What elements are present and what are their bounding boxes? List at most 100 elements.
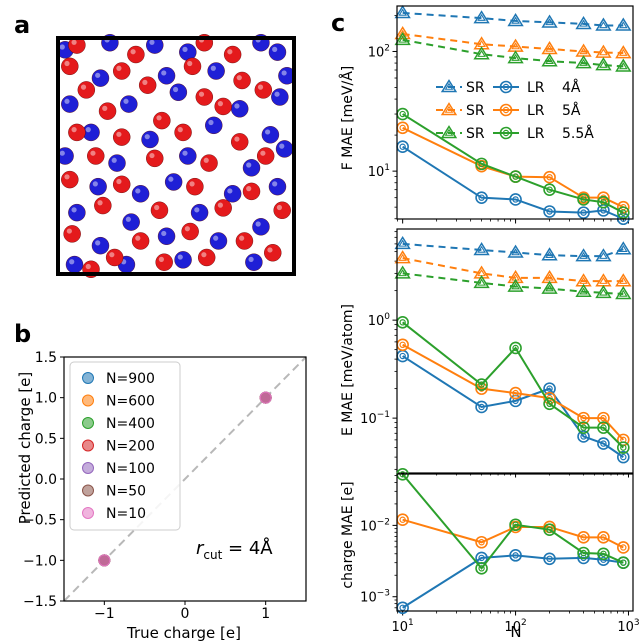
- red-atom: [273, 201, 291, 219]
- lr-marker: [617, 450, 630, 464]
- red-atom: [264, 244, 282, 262]
- sr-marker: [595, 248, 612, 262]
- y-tick-label: 0.0: [35, 472, 57, 488]
- c-xlabel: N: [510, 623, 521, 641]
- lr-marker-inner: [478, 194, 485, 201]
- blue-atom: [65, 255, 84, 274]
- legend-cutoff-label: 4Å: [562, 79, 581, 96]
- red-atom-highlight: [198, 91, 205, 97]
- panel-label-a: a: [14, 11, 30, 39]
- lr-marker-inner: [478, 381, 485, 388]
- sr-marker: [473, 265, 490, 279]
- c-mid-ylabel: E MAE [meV/atom]: [340, 304, 356, 436]
- sr-marker: [394, 235, 411, 250]
- lr-marker: [577, 430, 590, 443]
- blue-atom-highlight: [135, 188, 141, 194]
- lr-marker-inner: [399, 143, 406, 150]
- blue-atom-highlight: [168, 176, 174, 182]
- lr-marker-inner: [478, 554, 485, 562]
- lr-marker-inner: [620, 453, 627, 461]
- blue-atom-highlight: [182, 150, 188, 156]
- lr-marker-inner: [512, 344, 519, 352]
- blue-atom: [120, 95, 138, 113]
- sr-marker-inner: [398, 8, 407, 16]
- b-xlabel: True charge [e]: [126, 624, 241, 642]
- axes-frame: [396, 5, 634, 220]
- blue-atom-highlight: [161, 230, 167, 237]
- lr-marker-inner: [478, 539, 485, 546]
- sr-marker-inner: [579, 58, 588, 66]
- blue-atom: [207, 62, 225, 80]
- blue-atom-highlight: [111, 157, 117, 163]
- red-atom-highlight: [116, 65, 122, 71]
- lr-series-line: [402, 145, 624, 220]
- red-atom: [87, 147, 105, 165]
- legend-sr-marker: [440, 79, 458, 93]
- lr-marker-inner: [600, 424, 607, 431]
- c-top-ylabel: F MAE [meV/Å]: [339, 66, 356, 171]
- red-atom: [197, 248, 216, 267]
- lr-marker-inner: [600, 534, 607, 541]
- blue-atom: [157, 227, 176, 245]
- legend-marker: [82, 417, 94, 429]
- red-atom: [223, 45, 242, 64]
- sr-marker-inner: [477, 278, 486, 286]
- y-tick-label-base: 10: [368, 45, 385, 60]
- lr-marker-inner: [580, 209, 587, 216]
- blue-atom: [252, 218, 270, 236]
- panel-label-c: c: [331, 9, 345, 37]
- sr-marker: [615, 58, 632, 72]
- lr-series-line: [401, 473, 624, 570]
- lr-marker: [577, 421, 590, 434]
- legend-sr-marker-inner: [444, 105, 454, 113]
- sr-marker-inner: [618, 48, 628, 56]
- sr-marker: [595, 44, 612, 58]
- legend-label: N=50: [106, 484, 146, 500]
- sr-marker: [541, 280, 558, 294]
- lr-marker-inner: [478, 160, 485, 168]
- red-atom-highlight: [267, 247, 273, 253]
- lr-series-line: [402, 113, 624, 214]
- legend-sr-marker: [440, 125, 458, 139]
- sr-marker: [541, 53, 558, 67]
- lr-marker-inner: [546, 208, 553, 215]
- blue-atom: [205, 116, 223, 135]
- sr-marker: [575, 283, 592, 298]
- lr-marker-inner: [512, 389, 519, 397]
- blue-atom: [174, 251, 192, 269]
- sr-marker: [541, 14, 558, 28]
- blue-atom: [209, 232, 228, 250]
- lr-marker: [597, 195, 610, 209]
- blue-atom: [122, 213, 140, 231]
- sr-marker-inner: [398, 35, 407, 43]
- y-tick-label: −0.5: [23, 513, 57, 529]
- blue-atom-highlight: [210, 65, 216, 71]
- lr-marker-inner: [580, 196, 587, 203]
- sr-marker: [507, 12, 524, 27]
- blue-atom-highlight: [59, 150, 65, 156]
- red-atom-highlight: [116, 178, 122, 185]
- blue-atom-highlight: [177, 254, 183, 260]
- sr-series-line: [402, 257, 624, 283]
- sr-marker: [473, 46, 490, 60]
- red-atom: [214, 199, 232, 217]
- red-atom-highlight: [130, 49, 136, 55]
- red-atom: [242, 182, 261, 201]
- red-atom-highlight: [154, 204, 160, 211]
- blue-atom-highlight: [213, 235, 219, 241]
- lr-marker: [577, 546, 590, 560]
- lr-marker: [475, 562, 488, 575]
- red-atom-highlight: [116, 131, 122, 137]
- b-ylabel: Predicted charge [e]: [16, 372, 34, 524]
- red-atom-highlight: [64, 60, 70, 67]
- lr-marker: [617, 541, 630, 554]
- sr-marker: [394, 4, 411, 19]
- sr-marker-inner: [545, 18, 554, 26]
- sr-marker-inner: [599, 276, 608, 284]
- sr-marker: [394, 31, 411, 46]
- lr-marker-inner: [512, 552, 519, 559]
- sr-marker: [575, 55, 592, 69]
- x-tick-label-base: 10: [392, 620, 409, 635]
- axes-frame: [396, 473, 634, 612]
